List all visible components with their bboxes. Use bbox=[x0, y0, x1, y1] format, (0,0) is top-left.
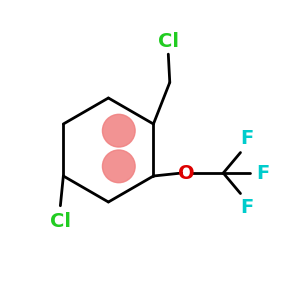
Text: O: O bbox=[178, 164, 194, 182]
Text: F: F bbox=[256, 164, 269, 182]
Circle shape bbox=[102, 150, 135, 183]
Text: F: F bbox=[241, 198, 254, 217]
Circle shape bbox=[102, 114, 135, 147]
Text: Cl: Cl bbox=[50, 212, 71, 231]
Text: F: F bbox=[241, 129, 254, 148]
Text: Cl: Cl bbox=[158, 32, 179, 51]
